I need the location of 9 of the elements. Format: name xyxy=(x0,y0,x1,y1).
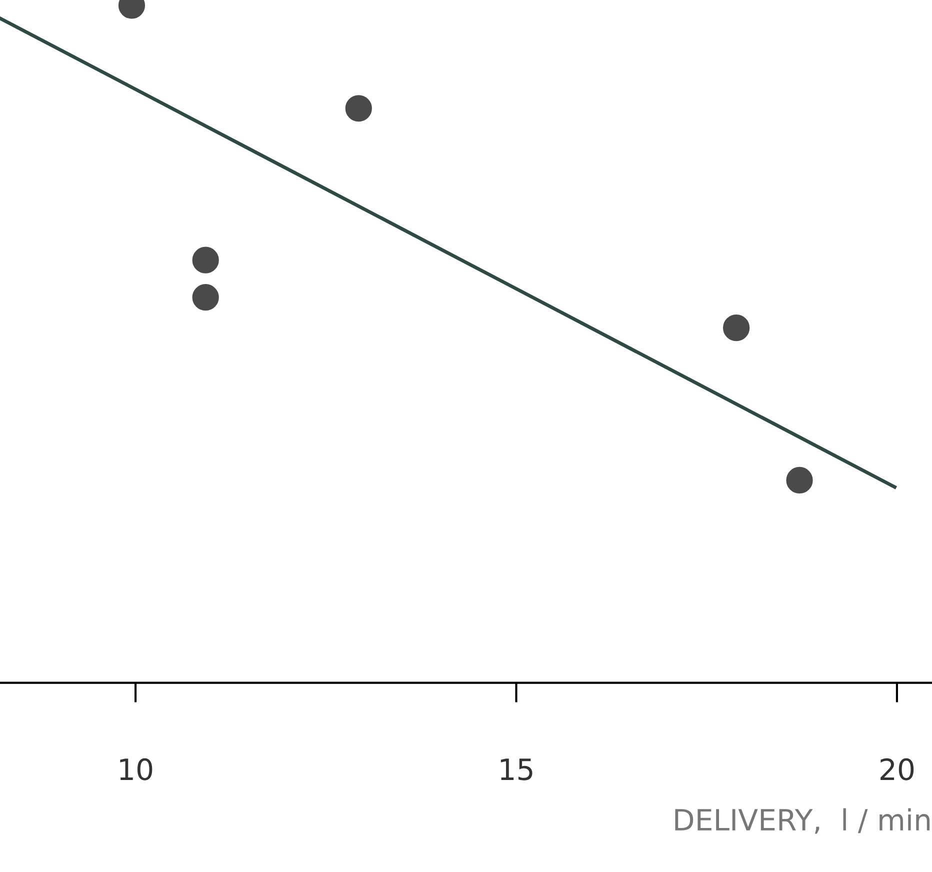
x-axis-title: DELIVERY, l / min xyxy=(675,808,930,834)
x-tick-label: 20 xyxy=(880,758,914,780)
point xyxy=(723,314,750,342)
point xyxy=(192,246,219,274)
point xyxy=(192,284,219,311)
x-tick-label: 10 xyxy=(120,758,152,780)
x-tick-label: 15 xyxy=(500,758,532,780)
point xyxy=(345,95,372,122)
point xyxy=(786,466,813,494)
